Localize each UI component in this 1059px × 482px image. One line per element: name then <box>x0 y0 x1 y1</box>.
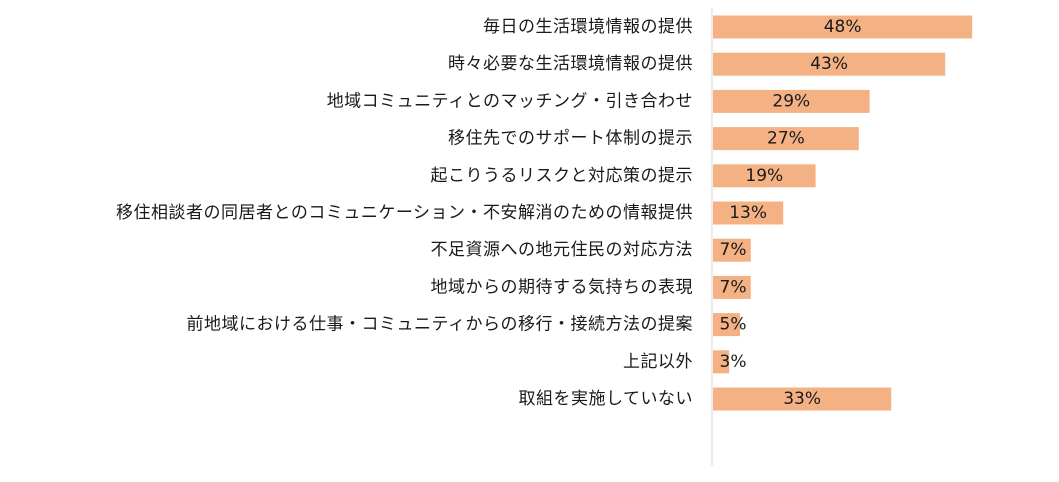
bar <box>713 52 946 76</box>
bar <box>713 164 816 188</box>
category-label: 移住相談者の同居者とのコミュニケーション・不安解消のための情報提供 <box>116 203 693 223</box>
bar <box>713 238 751 262</box>
value-label: 19% <box>745 166 783 186</box>
category-label: 取組を実施していない <box>519 389 694 409</box>
bar <box>713 15 973 39</box>
value-label: 7% <box>720 240 747 260</box>
bar <box>713 387 892 411</box>
bar <box>713 127 859 151</box>
category-label: 毎日の生活環境情報の提供 <box>483 17 693 37</box>
category-label: 移住先でのサポート体制の提示 <box>448 129 693 149</box>
value-label: 33% <box>783 389 821 409</box>
value-label: 43% <box>810 54 848 74</box>
category-label: 不足資源への地元住民の対応方法 <box>431 240 694 260</box>
category-label: 前地域における仕事・コミュニティからの移行・接続方法の提案 <box>187 315 693 335</box>
bar <box>713 275 751 299</box>
value-label: 29% <box>772 91 810 111</box>
category-label: 地域コミュニティとのマッチング・引き合わせ <box>327 91 693 111</box>
bar <box>713 89 870 113</box>
category-label: 時々必要な生活環境情報の提供 <box>448 54 693 74</box>
value-label: 7% <box>720 277 747 297</box>
bars-group <box>713 15 973 411</box>
value-label: 13% <box>729 203 767 223</box>
bar <box>713 313 740 337</box>
bar <box>713 350 730 374</box>
category-labels-group: 毎日の生活環境情報の提供時々必要な生活環境情報の提供地域コミュニティとのマッチン… <box>116 17 693 409</box>
value-label: 5% <box>720 315 747 335</box>
value-label: 48% <box>824 17 862 37</box>
value-label: 27% <box>767 129 805 149</box>
category-label: 起こりうるリスクと対応策の提示 <box>431 166 694 186</box>
bar <box>713 201 784 225</box>
value-labels-group: 48% 43%29% 27% 19% 13% 7% 7% 5% 3% 33% <box>720 17 862 409</box>
category-label: 地域からの期待する気持ちの表現 <box>431 277 694 297</box>
category-label: 上記以外 <box>623 352 693 372</box>
value-label: 3% <box>720 352 747 372</box>
